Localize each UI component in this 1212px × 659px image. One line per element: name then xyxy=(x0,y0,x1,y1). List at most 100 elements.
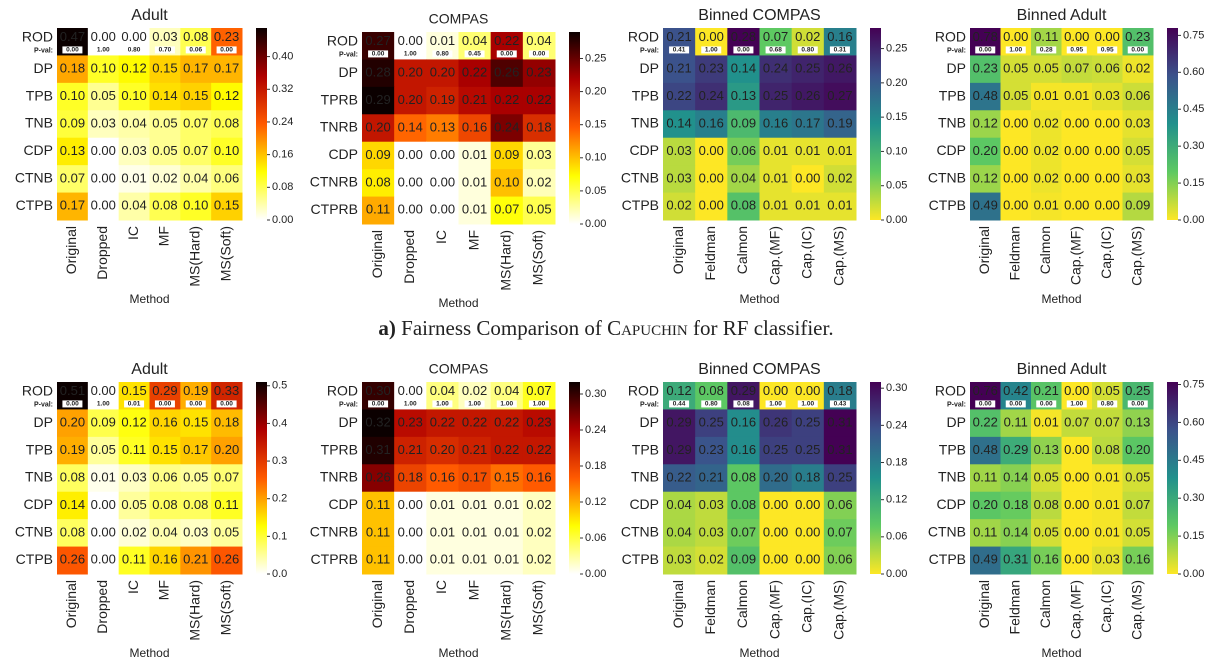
heatmap-cell xyxy=(118,192,150,221)
heatmap-cell xyxy=(362,546,395,575)
x-tick-label: Feldman xyxy=(1006,226,1022,280)
heatmap-cell xyxy=(663,519,696,548)
heatmap-cell xyxy=(426,86,459,115)
cell-value-label: 0.08 xyxy=(365,174,390,189)
p-value-label: 0.43 xyxy=(834,401,847,408)
cell-value-label: 0.01 xyxy=(827,198,852,213)
cell-value-label: 0.03 xyxy=(152,29,177,44)
p-value-box xyxy=(93,400,114,408)
x-tick-label: Calmon xyxy=(734,580,750,628)
cell-value-label: 0.04 xyxy=(462,33,487,48)
heatmap-cell xyxy=(663,546,696,575)
cell-value-label: 0.01 xyxy=(430,524,455,539)
heatmap-cell xyxy=(791,165,825,194)
heatmap-cell xyxy=(522,141,556,170)
cell-value-label: 0.04 xyxy=(494,383,519,398)
heatmap-cell xyxy=(57,110,89,139)
x-tick-label: MS(Soft) xyxy=(530,230,546,285)
heatmap-cell xyxy=(149,464,181,493)
heatmap-cell xyxy=(1092,82,1123,111)
heatmap-cell xyxy=(727,55,760,84)
caption-name: Capuchin xyxy=(607,316,688,340)
p-value-box xyxy=(432,400,453,408)
cell-value-label: 0.00 xyxy=(1064,29,1089,44)
y-tick-label: TPB xyxy=(939,441,966,457)
cell-value-label: 0.06 xyxy=(827,552,852,567)
cell-value-label: 0.29 xyxy=(1003,442,1028,457)
cell-value-label: 0.09 xyxy=(494,147,519,162)
cell-value-label: 0.13 xyxy=(1034,442,1059,457)
heatmap-cell xyxy=(57,436,89,465)
y-tick-label: CDP xyxy=(23,496,53,512)
heatmap-cell xyxy=(87,110,120,139)
heatmap-cell xyxy=(791,546,825,575)
cell-value-label: 0.76 xyxy=(973,383,998,398)
cell-value-label: 0.12 xyxy=(121,61,146,76)
heatmap-cell xyxy=(149,110,181,139)
p-value-title: P-val: xyxy=(640,47,659,54)
cell-value-label: 0.03 xyxy=(666,552,691,567)
cell-value-label: 0.00 xyxy=(398,174,423,189)
cell-value-label: 0.14 xyxy=(398,119,423,134)
heatmap-cell xyxy=(522,436,556,465)
heatmap-cell xyxy=(490,546,524,575)
p-value-label: 0.00 xyxy=(66,47,79,54)
p-value-box xyxy=(975,46,996,54)
p-value-title: P-val: xyxy=(640,401,659,408)
cell-value-label: 0.08 xyxy=(731,469,756,484)
cell-value-label: 0.06 xyxy=(214,170,239,185)
x-tick-label: Original xyxy=(369,230,385,278)
p-value-box xyxy=(185,46,206,54)
colorbar-tick-label: 0.75 xyxy=(1183,29,1204,41)
cell-value-label: 0.21 xyxy=(1034,383,1059,398)
p-value-box xyxy=(528,400,549,408)
cell-value-label: 0.31 xyxy=(365,442,390,457)
p-value-box xyxy=(1005,400,1026,408)
p-value-label: 0.00 xyxy=(1040,401,1053,408)
heatmap-cell xyxy=(1061,192,1093,221)
heatmap-cell xyxy=(970,464,1001,493)
cell-value-label: 0.02 xyxy=(462,383,487,398)
cell-value-label: 0.49 xyxy=(973,198,998,213)
heatmap-cell xyxy=(426,436,459,465)
cell-value-label: 0.05 xyxy=(1034,61,1059,76)
heatmap-cell xyxy=(458,436,492,465)
x-axis-label: Method xyxy=(1041,292,1081,306)
y-tick-label: TNB xyxy=(938,469,966,485)
heatmap-cell xyxy=(522,546,556,575)
cell-value-label: 0.06 xyxy=(152,469,177,484)
cell-value-label: 0.00 xyxy=(1003,170,1028,185)
cell-value-label: 0.06 xyxy=(1095,61,1120,76)
cell-value-label: 0.22 xyxy=(973,415,998,430)
heatmap-cell xyxy=(211,192,243,221)
colorbar xyxy=(569,32,580,224)
heatmap-cell xyxy=(57,137,89,166)
cell-value-label: 0.11 xyxy=(122,552,146,567)
colorbar-tick-label: 0.30 xyxy=(1183,492,1204,504)
p-value-title: P-val: xyxy=(34,47,53,54)
heatmap-cell xyxy=(426,491,459,520)
cell-value-label: 0.02 xyxy=(1034,115,1059,130)
cell-value-label: 0.02 xyxy=(699,552,724,567)
heatmap-cell xyxy=(490,114,524,143)
colorbar-tick-label: 0.24 xyxy=(585,424,606,436)
p-value-label: 1.00 xyxy=(404,51,417,58)
p-value-label: 0.00 xyxy=(66,401,79,408)
x-tick-label: Calmon xyxy=(1037,226,1053,274)
heatmap-cell xyxy=(970,491,1001,520)
cell-value-label: 0.25 xyxy=(763,88,788,103)
cell-value-label: 0.16 xyxy=(430,469,455,484)
colorbar-tick-label: 0.25 xyxy=(585,52,606,64)
cell-value-label: 0.20 xyxy=(973,497,998,512)
cell-value-label: 0.08 xyxy=(731,497,756,512)
cell-value-label: 0.16 xyxy=(731,442,756,457)
heatmap-cell xyxy=(394,59,427,88)
colorbar-tick-label: 0.25 xyxy=(886,42,907,54)
y-tick-label: DP xyxy=(640,60,659,76)
heatmap-cell xyxy=(791,519,825,548)
heatmap-cell xyxy=(180,436,212,465)
cell-value-label: 0.00 xyxy=(91,29,116,44)
cell-value-label: 0.24 xyxy=(699,88,724,103)
cell-value-label: 0.22 xyxy=(494,92,519,107)
cell-value-label: 0.04 xyxy=(121,115,146,130)
